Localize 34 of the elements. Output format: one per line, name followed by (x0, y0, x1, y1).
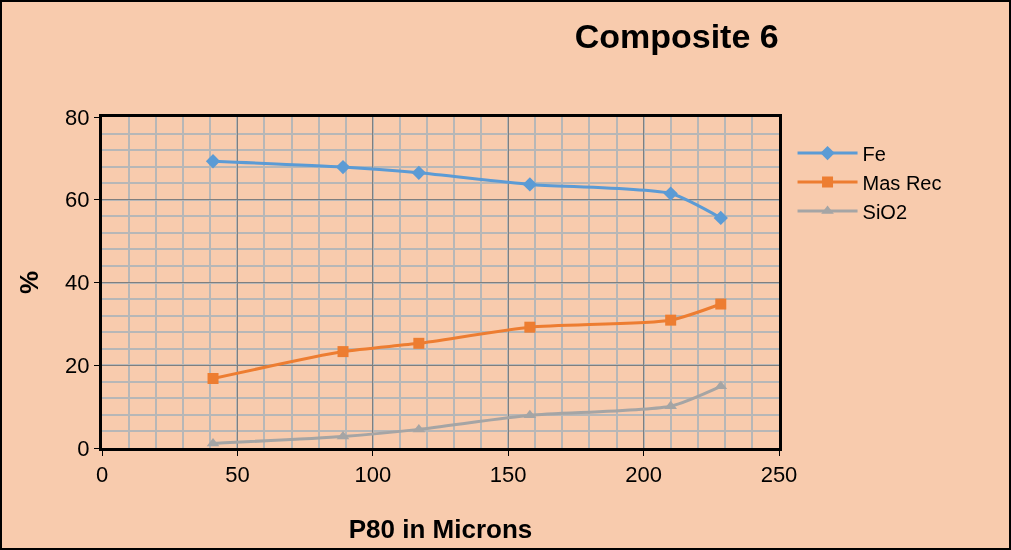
legend-label: SiO2 (862, 200, 908, 223)
point (206, 437, 220, 447)
legend-label: Fe (862, 142, 886, 165)
point (663, 186, 678, 201)
x-tick-label: 100 (354, 462, 392, 488)
y-tick-label: 20 (65, 352, 90, 378)
point (524, 321, 536, 333)
x-tick-label: 0 (95, 462, 109, 488)
y-axis-title: % (14, 270, 44, 295)
point (411, 165, 426, 181)
y-tick-label: 0 (77, 435, 90, 461)
x-tick-label: 50 (225, 462, 250, 488)
point (205, 154, 221, 169)
x-tick-label: 200 (625, 462, 662, 488)
point (715, 298, 727, 310)
point (665, 314, 677, 326)
legend-label: Mas Rec (862, 171, 942, 194)
y-tick-label: 60 (65, 187, 90, 213)
point (522, 177, 538, 192)
y-tick-label: 40 (65, 270, 90, 296)
chart-title: Composite 6 (574, 16, 779, 55)
point (337, 346, 349, 358)
point (207, 372, 219, 384)
point (335, 159, 351, 175)
point (413, 337, 425, 349)
x-tick-label: 150 (489, 462, 527, 488)
point (523, 409, 537, 419)
point (714, 380, 728, 390)
x-axis-title: P80 in Microns (348, 514, 533, 544)
point (412, 423, 426, 433)
x-tick-label: 250 (760, 462, 798, 488)
point (713, 210, 728, 226)
point (336, 430, 350, 440)
y-tick-label: 80 (65, 104, 90, 130)
